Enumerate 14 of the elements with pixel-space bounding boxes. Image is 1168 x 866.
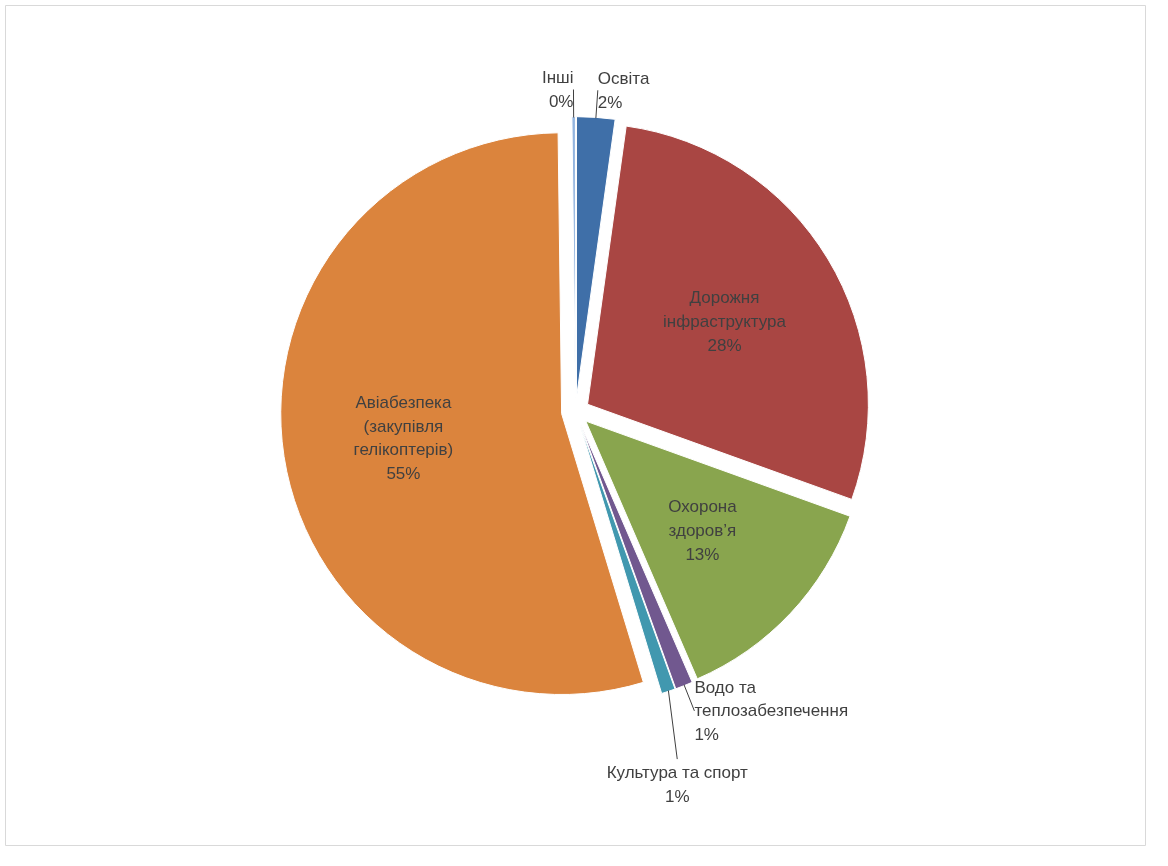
slice-label: Охорона здоров’я [668, 497, 738, 540]
data-label: 0% [548, 91, 574, 111]
slice-label: Культура та спорт [606, 762, 749, 782]
data-label: 55% [386, 464, 421, 484]
slice-label: Інші [541, 68, 574, 88]
data-label: 2% [597, 92, 623, 112]
slice-label: Водо та теплозабезпечення [694, 677, 849, 721]
data-label: 28% [707, 335, 742, 355]
slice-label: Дорожня інфраструктура [663, 288, 787, 332]
data-label: 13% [685, 544, 720, 564]
data-label: 1% [694, 725, 719, 745]
data-label: 1% [664, 786, 690, 806]
slice-label: Освіта [597, 68, 650, 88]
slice-label: Авіабезпека (закупівля гелікоптерів) [353, 392, 454, 460]
